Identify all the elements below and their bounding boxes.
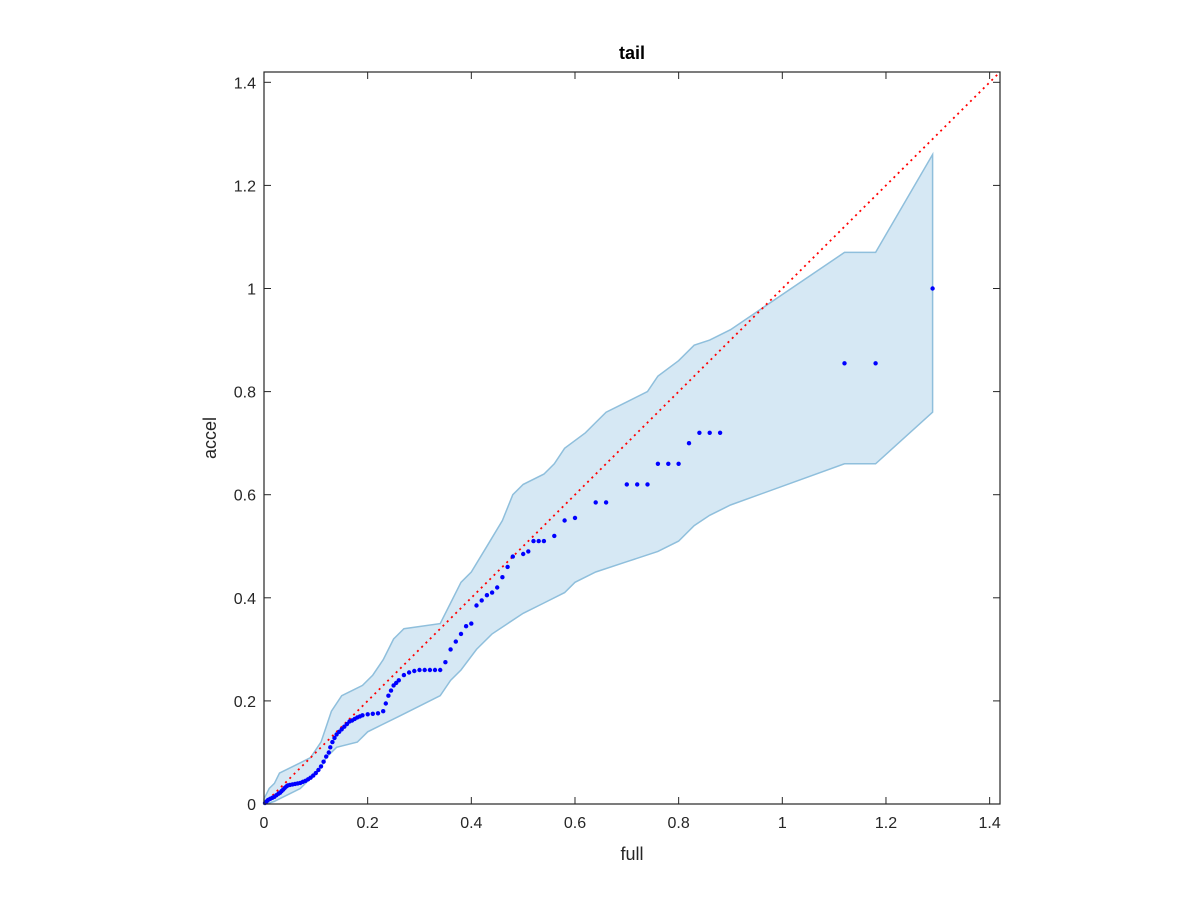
x-tick-label: 0.6 [564, 815, 586, 832]
x-tick-label: 1.4 [979, 815, 1001, 832]
data-point [365, 712, 370, 717]
y-tick-label: 0 [247, 797, 256, 814]
data-point [603, 500, 609, 505]
data-point [541, 538, 547, 544]
y-axis: 0 0.2 0.4 0.6 0.8 1 1.2 1.4 [234, 75, 1000, 814]
data-point [401, 672, 407, 678]
data-point [324, 754, 329, 759]
y-tick-label: 1.4 [234, 75, 256, 92]
x-tick-label: 1.2 [875, 815, 897, 832]
y-tick-label: 1.2 [234, 178, 256, 195]
data-point [406, 670, 412, 675]
data-point [396, 678, 401, 683]
x-tick-label: 0.4 [460, 815, 482, 832]
x-tick-label: 0.8 [668, 815, 690, 832]
data-point [521, 551, 526, 557]
data-point [381, 709, 386, 714]
data-point [330, 739, 335, 745]
data-point [474, 603, 479, 608]
data-point [505, 564, 510, 570]
data-points [262, 286, 935, 806]
confidence-band [263, 151, 934, 805]
data-point [332, 735, 337, 741]
data-point [316, 767, 321, 773]
data-point [412, 668, 417, 674]
data-point [360, 713, 365, 718]
data-point [422, 667, 427, 673]
chart-title: tail [619, 43, 645, 63]
plot-area [262, 71, 1001, 806]
data-point [458, 631, 464, 637]
data-point [417, 667, 422, 673]
data-point [326, 750, 331, 755]
data-point [500, 575, 505, 580]
x-tick-label: 0 [260, 815, 269, 832]
data-point [697, 430, 702, 435]
y-tick-label: 0.8 [234, 385, 256, 402]
data-point [448, 647, 453, 652]
data-point [432, 667, 438, 673]
data-point [562, 518, 567, 523]
data-point [375, 711, 381, 716]
data-point [593, 500, 598, 505]
data-point [313, 770, 318, 776]
data-point [479, 598, 484, 603]
data-point [531, 538, 536, 544]
data-point [717, 430, 723, 435]
axes-box [263, 71, 1001, 805]
data-point [443, 660, 448, 665]
x-tick-label: 0.2 [357, 815, 379, 832]
data-point [666, 461, 671, 466]
data-point [463, 624, 469, 629]
data-point [453, 639, 458, 644]
data-point [686, 441, 692, 446]
data-point [388, 688, 394, 693]
data-point [438, 667, 443, 673]
data-point [655, 461, 661, 466]
y-tick-label: 0.4 [234, 591, 256, 608]
data-point [552, 533, 557, 539]
x-tick-label: 1 [778, 815, 787, 832]
data-point [510, 554, 515, 559]
data-point [645, 482, 650, 487]
data-point [526, 549, 531, 554]
data-point [383, 701, 388, 706]
data-point [427, 667, 433, 673]
y-axis-label: accel [200, 417, 220, 459]
data-point [624, 482, 629, 487]
data-point [328, 745, 333, 750]
data-point [676, 461, 681, 466]
data-point [873, 361, 878, 366]
data-point [536, 538, 541, 544]
y-tick-label: 1 [247, 282, 256, 299]
y-tick-label: 0.2 [234, 694, 256, 711]
x-axis-label: full [620, 844, 643, 864]
data-point [842, 361, 847, 366]
data-point [489, 590, 495, 595]
x-axis: 0 0.2 0.4 0.6 0.8 1 1.2 1.4 [260, 72, 1001, 832]
data-point [318, 764, 324, 769]
data-point [495, 585, 500, 590]
data-point [635, 482, 640, 487]
data-point [370, 711, 375, 716]
data-point [484, 593, 490, 598]
data-point [707, 430, 712, 435]
data-point [930, 286, 935, 291]
y-tick-label: 0.6 [234, 488, 256, 505]
data-point [572, 515, 578, 521]
reference-line [263, 71, 1001, 805]
data-point [321, 759, 326, 764]
data-point [386, 693, 391, 698]
data-point [469, 621, 474, 626]
